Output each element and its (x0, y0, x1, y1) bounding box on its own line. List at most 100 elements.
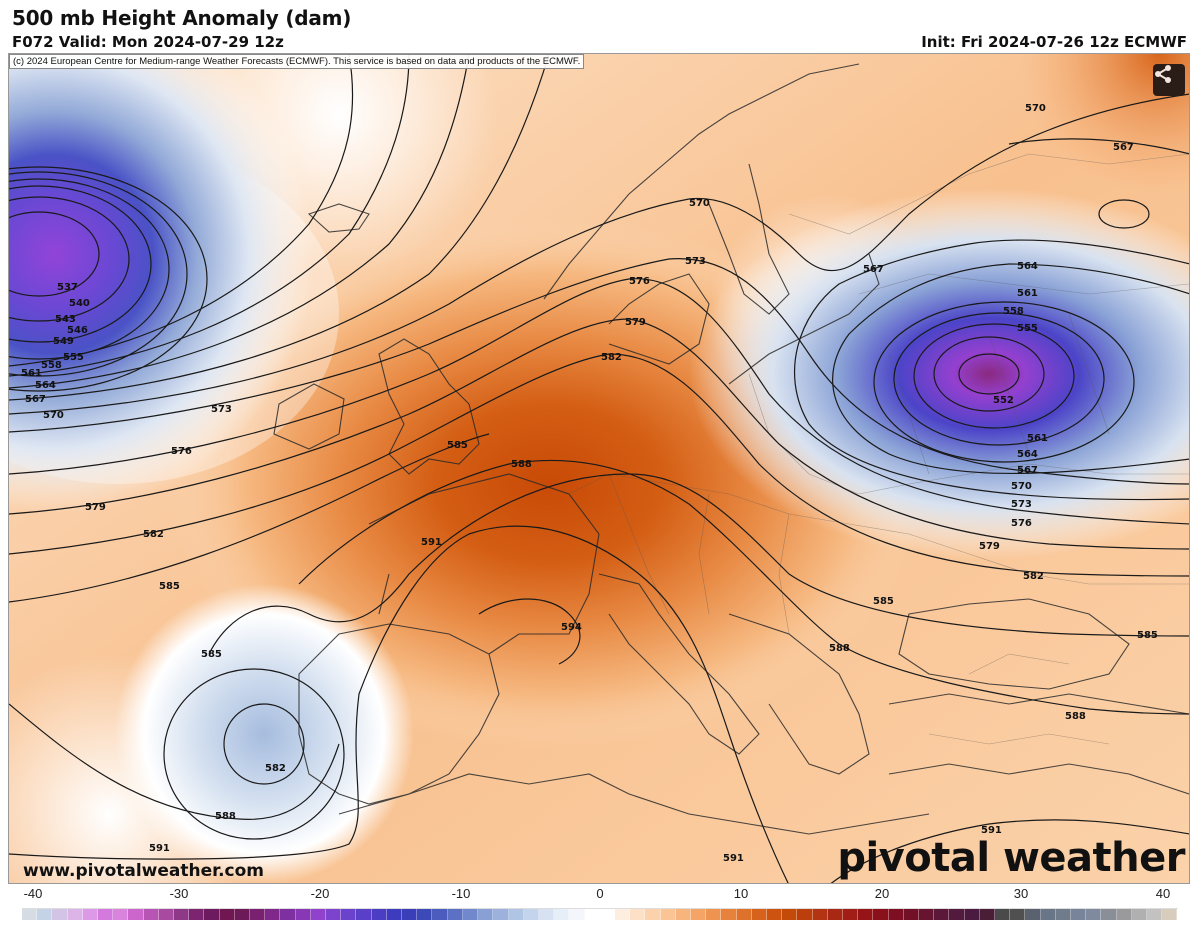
colorbar-tick: -20 (310, 886, 330, 901)
colorbar-cell (219, 909, 235, 920)
colorbar-cell (584, 909, 600, 920)
colorbar-cell (52, 909, 68, 920)
contour-label: 585 (1137, 630, 1158, 641)
weather-map[interactable]: 537 540 543 546 549 555 558 561 564 567 … (8, 53, 1190, 884)
colorbar-cell (1101, 909, 1117, 920)
colorbar-cell (1071, 909, 1087, 920)
brand-logo: pivotal weather (837, 835, 1185, 881)
colorbar-cell (721, 909, 737, 920)
colorbar-cell (1025, 909, 1041, 920)
colorbar-cell (797, 909, 813, 920)
contour-label: 591 (723, 853, 744, 864)
contour-label: 570 (43, 410, 64, 421)
colorbar-tick: -10 (451, 886, 471, 901)
colorbar-cell (751, 909, 767, 920)
contour-label: 582 (265, 763, 286, 774)
colorbar-cell (402, 909, 418, 920)
colorbar-tick: 0 (596, 886, 604, 901)
colorbar-cell (888, 909, 904, 920)
colorbar-cell (22, 909, 38, 920)
colorbar-cell (599, 909, 615, 920)
contour-label: 591 (149, 843, 170, 854)
colorbar-cell (630, 909, 646, 920)
contour-label: 537 (57, 282, 78, 293)
colorbar-cell (949, 909, 965, 920)
contour-label: 540 (69, 298, 90, 309)
colorbar-tick: 20 (874, 886, 890, 901)
contour-label: 582 (143, 529, 164, 540)
colorbar-cell (736, 909, 752, 920)
colorbar-cell (1010, 909, 1026, 920)
colorbar-cell (356, 909, 372, 920)
colorbar-cell (234, 909, 251, 920)
colorbar-cell (675, 909, 691, 920)
contour-label: 573 (211, 404, 232, 415)
contour-label: 588 (511, 459, 532, 470)
contour-label: 582 (1023, 571, 1044, 582)
colorbar-cell (538, 909, 555, 920)
colorbar-cell (964, 909, 980, 920)
anomaly-field: 537 540 543 546 549 555 558 561 564 567 … (9, 54, 1189, 883)
colorbar-tick: 30 (1013, 886, 1029, 901)
contour-label: 567 (863, 264, 884, 275)
colorbar-tick: 40 (1155, 886, 1171, 901)
contour-label: 591 (421, 537, 442, 548)
map-title: 500 mb Height Anomaly (dam) (12, 6, 352, 30)
colorbar-cell (265, 909, 281, 920)
contour-label: 570 (1011, 481, 1032, 492)
contour-label: 564 (1017, 449, 1038, 460)
contour-label: 558 (1003, 306, 1024, 317)
colorbar-cell (508, 909, 524, 920)
height-contours (9, 54, 1189, 883)
colorbar-cell (113, 909, 129, 920)
colorbar-cell (614, 909, 631, 920)
contour-label: 579 (85, 502, 106, 513)
site-url: www.pivotalweather.com (23, 861, 265, 881)
contour-label: 591 (981, 825, 1002, 836)
contour-label: 579 (979, 541, 1000, 552)
colorbar-cell (371, 909, 387, 920)
colorbar-cell (706, 909, 722, 920)
contour-label: 564 (1017, 261, 1038, 272)
colorbar-cell (645, 909, 661, 920)
colorbar-tick: 10 (733, 886, 749, 901)
colorbar-cell (432, 909, 448, 920)
colorbar-cell (67, 909, 83, 920)
contour-label: 576 (1011, 518, 1032, 529)
colorbar-tick: -40 (23, 886, 43, 901)
contour-label: 561 (1017, 288, 1038, 299)
colorbar-cell (295, 909, 311, 920)
colorbar-cell (660, 909, 676, 920)
colorbar-cell (462, 909, 479, 920)
contour-label: 570 (1025, 103, 1046, 114)
colorbar-cell (842, 909, 859, 920)
colorbar-cell (782, 909, 798, 920)
colorbar-cell (98, 909, 114, 920)
contour-label: 555 (1017, 323, 1038, 334)
colorbar-cell (690, 909, 707, 920)
coastlines (273, 63, 1189, 835)
colorbar-cell (934, 909, 950, 920)
colorbar-cell (417, 909, 433, 920)
colorbar-cell (918, 909, 935, 920)
contour-label: 573 (1011, 499, 1032, 510)
contour-label: 582 (601, 352, 622, 363)
copyright-notice: (c) 2024 European Centre for Medium-rang… (9, 54, 585, 69)
colorbar: -40 -30 -20 -10 0 10 20 30 40 (0, 884, 1201, 925)
colorbar-tick: -30 (169, 886, 189, 901)
colorbar-cell (1116, 909, 1132, 920)
contour-label: 555 (63, 352, 84, 363)
contour-label: 576 (171, 446, 192, 457)
colorbar-cell (326, 909, 342, 920)
colorbar-cell (189, 909, 205, 920)
colorbar-cell (386, 909, 403, 920)
contour-label: 567 (1017, 465, 1038, 476)
colorbar-cell (523, 909, 539, 920)
contour-label: 567 (1113, 142, 1134, 153)
contour-label: 570 (689, 198, 710, 209)
contour-label: 546 (67, 325, 88, 336)
colorbar-cell (569, 909, 585, 920)
share-button[interactable] (1153, 64, 1185, 96)
colorbar-cell (158, 909, 175, 920)
contour-label: 585 (873, 596, 894, 607)
